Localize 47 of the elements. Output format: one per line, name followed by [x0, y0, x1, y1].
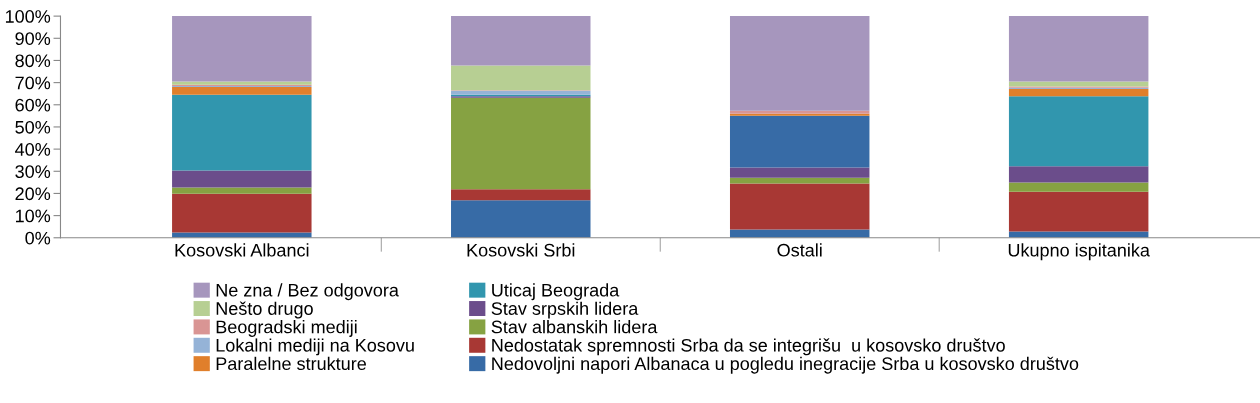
bar	[729, 167, 870, 178]
y-tick-label: 30%	[15, 165, 51, 178]
legend-label: Stav srpskih lidera	[491, 301, 639, 319]
x-tick-label: Kosovski Albanci	[175, 243, 309, 257]
bar	[729, 183, 870, 230]
y-tick-label: 100%	[5, 10, 51, 23]
bar	[172, 170, 312, 188]
bar	[172, 187, 312, 194]
legend-label: Lokalni mediji na Kosovu	[216, 338, 414, 356]
bar	[1008, 89, 1149, 97]
bar	[172, 94, 312, 171]
legend-label: Nešto drugo	[216, 301, 313, 319]
bar	[1008, 16, 1149, 82]
bar	[1008, 182, 1149, 192]
bar	[451, 16, 591, 66]
bar	[451, 189, 591, 201]
bar	[729, 16, 870, 111]
y-tick-label: 90%	[15, 32, 51, 46]
bar	[451, 97, 591, 190]
x-tick-label: Ukupno ispitanika	[1008, 243, 1150, 261]
y-tick-label: 70%	[15, 76, 51, 90]
bar	[451, 90, 591, 95]
y-tick-label: 60%	[15, 98, 51, 112]
bar	[451, 65, 591, 91]
y-tick-label: 40%	[15, 143, 51, 156]
bar	[1008, 191, 1149, 232]
bar	[172, 16, 312, 82]
legend-label: Nedovoljni napori Albanaca u pogledu inegracije Srba u kosovsko društvo	[492, 356, 1079, 374]
legend-label: Nedostatak spremnosti Srba da se integrišu u kosovsko društvo	[492, 338, 1005, 356]
y-tick-label: 0%	[25, 231, 51, 245]
y-tick-label: 50%	[15, 120, 51, 134]
legend-label: Uticaj Beograda	[492, 283, 620, 301]
y-tick-label: 80%	[15, 54, 51, 68]
legend-label: Ne zna / Bez odgovora	[216, 283, 399, 301]
bar	[451, 200, 591, 238]
y-tick-label: 10%	[16, 209, 51, 223]
x-tick-label: Kosovski Srbi	[467, 243, 575, 257]
bar	[1008, 96, 1149, 167]
legend-label: Stav albanskih lidera	[491, 320, 658, 334]
legend-label: Beogradski mediji	[216, 320, 357, 337]
x-tick-label: Ostali	[777, 243, 822, 257]
bar	[172, 87, 312, 95]
bar	[172, 193, 312, 233]
bar	[1008, 166, 1149, 183]
bar	[172, 232, 312, 238]
legend-label: Paralelne strukture	[216, 356, 366, 371]
y-tick-label: 20%	[15, 187, 51, 201]
